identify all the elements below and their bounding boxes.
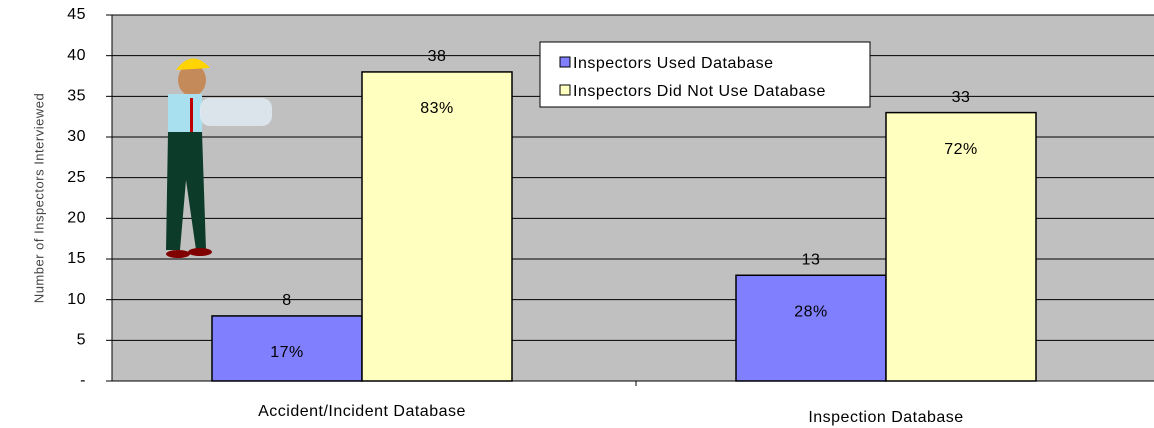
y-tick-label: - (80, 372, 86, 389)
bar-value-label: 33 (952, 89, 971, 106)
legend-label: Inspectors Used Database (573, 55, 774, 72)
y-tick-label: 25 (67, 169, 86, 186)
x-tick-label: Inspection Database (808, 409, 963, 426)
bar (885, 111, 1037, 382)
y-tick-label: 40 (67, 47, 86, 64)
bar (361, 71, 513, 382)
y-tick-label: 10 (67, 291, 86, 308)
legend: Inspectors Used Database Inspectors Did N… (539, 41, 871, 108)
y-tick-label: 15 (67, 250, 86, 267)
bar (211, 315, 363, 382)
x-tick-label: Accident/Incident Database (258, 403, 466, 420)
y-tick-label: 45 (67, 6, 86, 23)
legend-box (539, 41, 871, 108)
bar (735, 274, 887, 382)
y-tick-label: 30 (67, 128, 86, 145)
bar-value-label: 13 (802, 251, 821, 268)
legend-swatch (559, 84, 571, 96)
legend-label: Inspectors Did Not Use Database (573, 83, 826, 100)
y-axis-label: Number of Inspectors Interviewed (31, 93, 46, 303)
bar-percent-label: 17% (270, 344, 304, 361)
bar-percent-label: 83% (420, 100, 454, 117)
legend-swatch (559, 56, 571, 68)
worker-illustration (166, 58, 272, 258)
y-tick-label: 35 (67, 88, 86, 105)
bar-percent-label: 28% (794, 303, 828, 320)
bar-value-label: 38 (428, 48, 447, 65)
bar-percent-label: 72% (944, 141, 978, 158)
y-tick-label: 20 (67, 210, 86, 227)
bar-value-label: 8 (282, 292, 291, 309)
y-tick-label: 5 (77, 332, 86, 349)
bars: 8 17% 38 83% 13 28% 33 72% (211, 48, 1037, 382)
